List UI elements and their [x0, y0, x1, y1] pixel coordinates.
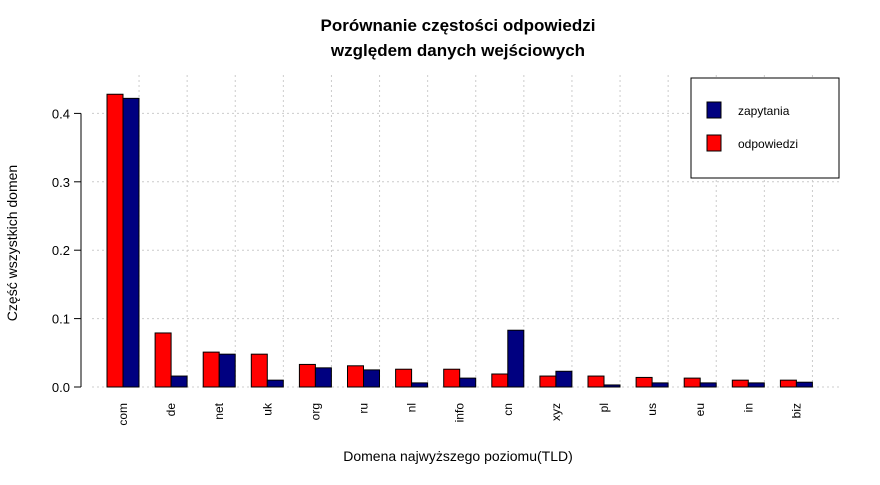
x-axis-title: Domena najwyższego poziomu(TLD) — [343, 448, 573, 464]
bar-odpowiedzi-uk — [250, 353, 268, 388]
bar-zapytania-info — [459, 377, 477, 388]
bar-odpowiedzi-info — [443, 368, 461, 388]
x-tick-label: info — [453, 403, 467, 423]
bar-zapytania-org — [314, 367, 332, 388]
y-tick-label: 0.4 — [52, 106, 70, 121]
x-tick-label: cn — [501, 403, 515, 416]
x-tick-label: org — [308, 403, 322, 420]
bar-zapytania-de — [170, 375, 188, 388]
y-axis-title: Część wszystkich domen — [4, 165, 20, 321]
bar-zapytania-cn — [507, 329, 525, 388]
bar-odpowiedzi-xyz — [539, 375, 557, 388]
bar-odpowiedzi-ru — [347, 365, 364, 388]
x-tick-label: nl — [405, 403, 419, 412]
legend-label-zapytania: zapytania — [738, 104, 790, 118]
bar-odpowiedzi-us — [635, 376, 653, 388]
y-tick-label: 0.2 — [52, 243, 70, 258]
bar-odpowiedzi-pl — [587, 375, 605, 388]
y-tick-label: 0.0 — [52, 380, 70, 395]
x-tick-label: us — [645, 403, 659, 416]
bar-odpowiedzi-net — [202, 351, 220, 388]
legend-swatch-zapytania — [706, 101, 722, 119]
legend-box — [690, 77, 840, 179]
x-tick-label: biz — [789, 403, 803, 418]
bar-odpowiedzi-biz — [779, 379, 797, 388]
bar-zapytania-in — [747, 382, 765, 388]
y-tick-label: 0.1 — [52, 312, 70, 327]
x-tick-label: de — [164, 403, 178, 417]
x-tick-label: uk — [260, 402, 274, 416]
x-tick-label: pl — [597, 403, 611, 412]
bar-zapytania-biz — [795, 381, 813, 388]
legend-swatch-odpowiedzi — [706, 134, 722, 152]
bar-zapytania-net — [218, 353, 236, 388]
bar-odpowiedzi-org — [298, 363, 316, 388]
bar-odpowiedzi-eu — [683, 377, 701, 388]
bar-zapytania-nl — [411, 382, 429, 388]
bar-zapytania-ru — [363, 369, 380, 388]
grid-lines — [92, 75, 840, 388]
bar-zapytania-com — [122, 97, 140, 388]
bar-odpowiedzi-cn — [491, 373, 509, 388]
x-tick-label: eu — [693, 403, 707, 416]
bar-zapytania-xyz — [555, 370, 573, 388]
x-tick-label: xyz — [549, 403, 563, 421]
bar-zapytania-pl — [603, 384, 621, 388]
x-tick-label: ru — [357, 403, 371, 414]
x-tick-label: com — [116, 403, 130, 426]
y-tick-label: 0.3 — [52, 175, 70, 190]
legend: zapytania odpowiedzi — [690, 77, 840, 179]
legend-label-odpowiedzi: odpowiedzi — [738, 137, 798, 151]
bar-zapytania-uk — [266, 379, 284, 388]
bar-odpowiedzi-nl — [395, 368, 413, 388]
x-axis-labels: com de net uk org ru nl info cn xyz pl us eu in biz — [116, 402, 803, 426]
bar-odpowiedzi-com — [106, 93, 124, 388]
bar-zapytania-eu — [699, 382, 717, 388]
x-tick-label: net — [212, 402, 226, 419]
bar-zapytania-us — [651, 382, 669, 388]
y-axis: 0.0 0.1 0.2 0.3 0.4 — [52, 106, 82, 395]
bar-odpowiedzi-in — [731, 379, 749, 388]
x-tick-label: in — [741, 403, 755, 412]
bar-odpowiedzi-de — [154, 332, 172, 388]
bars — [106, 93, 813, 388]
chart-title-line2: względem danych wejściowych — [330, 41, 585, 60]
chart-title-line1: Porównanie częstości odpowiedzi — [321, 16, 596, 35]
